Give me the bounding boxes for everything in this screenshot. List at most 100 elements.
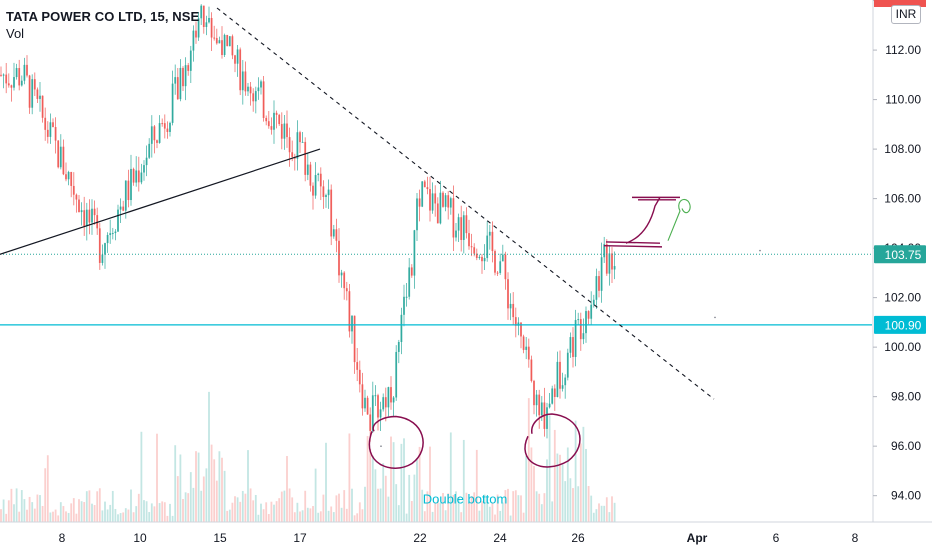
volume-indicator-label[interactable]: Vol: [6, 26, 25, 41]
candle-body: [319, 173, 322, 187]
candle: [171, 70, 174, 126]
candle-body: [169, 122, 171, 132]
candle: [522, 334, 525, 354]
volume-bar: [150, 503, 153, 522]
candle: [208, 6, 210, 24]
symbol-title[interactable]: TATA POWER CO LTD, 15, NSE: [6, 9, 200, 24]
candle: [231, 34, 234, 60]
time-axis-bg: [0, 522, 932, 550]
candle-body: [26, 64, 28, 76]
volume-bar: [348, 433, 351, 522]
volume-bar: [286, 456, 288, 522]
candle: [101, 244, 104, 266]
candle-body: [18, 68, 21, 86]
candle-body: [369, 414, 372, 431]
candle-body: [20, 80, 23, 86]
candle-body: [215, 38, 218, 44]
volume-bar: [475, 449, 478, 522]
candle-body: [278, 114, 281, 125]
volume-bar: [392, 442, 395, 522]
volume-bar: [306, 507, 309, 522]
candle-body: [439, 192, 442, 224]
volume-bar: [270, 501, 273, 522]
candle-body: [265, 117, 268, 122]
candle-body: [221, 40, 223, 55]
candle-body: [429, 189, 431, 211]
candle-body: [36, 89, 39, 99]
y-tick-label: 110.00: [885, 93, 921, 107]
candle-body: [525, 346, 528, 350]
candle: [397, 339, 400, 364]
currency-badge[interactable]: INR: [891, 5, 921, 24]
candle-body: [496, 272, 499, 274]
volume-bar: [197, 452, 200, 522]
volume-bar: [613, 502, 616, 522]
candle: [447, 191, 450, 220]
candle-body: [158, 123, 161, 143]
candle: [382, 393, 385, 412]
volume-bar: [137, 493, 140, 522]
volume-bar: [210, 444, 213, 522]
volume-bar: [46, 455, 49, 522]
candle: [20, 75, 23, 87]
volume-bar: [579, 443, 582, 522]
volume-bar: [299, 511, 301, 522]
candle-body: [470, 246, 473, 248]
volume-bar: [0, 509, 2, 522]
volume-bar: [223, 470, 226, 522]
volume-bar: [491, 502, 494, 522]
volume-bar: [582, 426, 585, 522]
volume-bar: [205, 468, 208, 522]
candle-body: [192, 30, 195, 51]
volume-bar: [403, 438, 405, 522]
candle: [486, 221, 489, 262]
volume-bar: [473, 492, 476, 522]
volume-bar: [114, 508, 117, 522]
candle: [595, 268, 598, 309]
candle-body: [574, 320, 577, 357]
volume-bar: [496, 494, 499, 522]
candle: [46, 121, 49, 144]
candle: [390, 376, 392, 410]
candle-body: [234, 55, 236, 64]
candle: [10, 84, 13, 102]
volume-bar: [455, 491, 457, 522]
volume-bar: [93, 505, 96, 522]
candle-body: [517, 322, 520, 326]
volume-bar: [436, 499, 439, 522]
candle: [553, 384, 556, 411]
candle-body: [39, 95, 41, 99]
candle: [244, 61, 247, 96]
candle: [7, 73, 10, 88]
candle: [109, 219, 112, 244]
volume-bar: [499, 510, 502, 522]
volume-bar: [423, 511, 426, 522]
candle-body: [145, 157, 148, 166]
candle: [26, 55, 28, 78]
candle-body: [379, 409, 382, 418]
candle: [429, 177, 431, 222]
candle: [93, 200, 96, 225]
candle: [465, 207, 468, 239]
candle-body: [566, 352, 569, 378]
candle: [265, 115, 268, 126]
volume-bar: [140, 431, 143, 522]
candle: [192, 25, 195, 62]
candle: [460, 205, 463, 252]
candle: [111, 227, 114, 240]
candle: [150, 115, 153, 158]
last-price-badge-text: 103.75: [885, 248, 922, 262]
volume-bar: [267, 514, 270, 522]
candle: [556, 351, 559, 398]
candle: [403, 284, 405, 327]
volume-bar: [59, 502, 62, 522]
volume-bar: [598, 503, 600, 522]
candle-body: [582, 333, 585, 340]
candle: [67, 170, 70, 186]
candle-body: [382, 397, 385, 410]
candle-body: [28, 75, 31, 108]
volume-bar: [366, 436, 369, 522]
candle: [257, 77, 260, 100]
